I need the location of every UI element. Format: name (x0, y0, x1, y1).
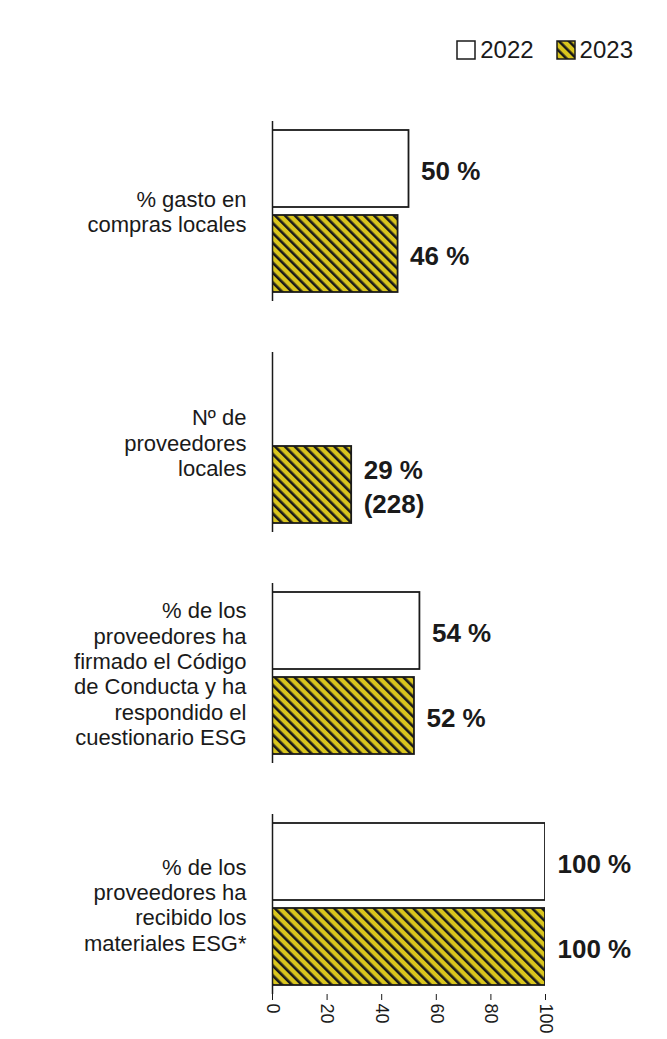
svg-text:46 %: 46 % (410, 241, 469, 271)
svg-text:% de losproveedores harecibido: % de losproveedores harecibido losmateri… (84, 855, 247, 956)
svg-text:% gasto encompras locales: % gasto encompras locales (88, 187, 247, 237)
html-text:2022: 2022 (480, 36, 534, 63)
html-text:2023: 2023 (579, 36, 633, 63)
svg-text:100: 100 (536, 1004, 556, 1034)
svg-text:52 %: 52 % (426, 703, 485, 733)
svg-text:0: 0 (263, 1004, 283, 1014)
svg-text:100 %: 100 % (558, 934, 632, 964)
svg-text:60: 60 (427, 1004, 447, 1024)
svg-text:29 %(228): 29 %(228) (364, 455, 425, 519)
svg-text:Nº deproveedoreslocales: Nº deproveedoreslocales (124, 405, 246, 481)
svg-text:50 %: 50 % (421, 156, 480, 186)
svg-text:100 %: 100 % (558, 849, 632, 879)
svg-text:54 %: 54 % (432, 618, 491, 648)
svg-text:80: 80 (481, 1004, 501, 1024)
svg-text:% de losproveedores hafirmado: % de losproveedores hafirmado el Códigod… (74, 598, 247, 750)
svg-text:20: 20 (317, 1004, 337, 1024)
svg-text:40: 40 (372, 1004, 392, 1024)
